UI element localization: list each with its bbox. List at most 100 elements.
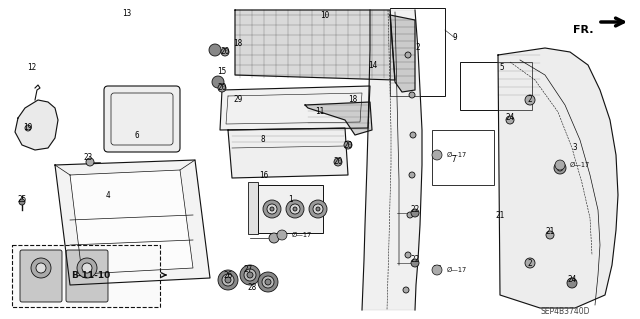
- Circle shape: [82, 263, 92, 273]
- Text: Ø—17: Ø—17: [570, 162, 590, 168]
- Text: 11: 11: [316, 108, 324, 116]
- Text: 14: 14: [369, 61, 378, 70]
- Bar: [12, 245, 160, 307]
- Circle shape: [293, 207, 297, 211]
- Circle shape: [344, 141, 352, 149]
- Circle shape: [25, 125, 31, 131]
- Circle shape: [86, 158, 94, 166]
- Circle shape: [77, 258, 97, 278]
- Text: 24: 24: [506, 114, 515, 122]
- Text: FR.: FR.: [573, 25, 593, 35]
- Polygon shape: [70, 170, 193, 274]
- Circle shape: [221, 48, 229, 56]
- Circle shape: [262, 276, 274, 288]
- Text: 12: 12: [28, 63, 36, 72]
- Text: 17: 17: [556, 160, 564, 169]
- Text: 24: 24: [568, 276, 577, 285]
- Circle shape: [258, 272, 278, 292]
- Text: 21: 21: [545, 227, 555, 236]
- Text: SEP4B3740D: SEP4B3740D: [540, 307, 589, 315]
- Text: 17: 17: [433, 151, 442, 160]
- Text: 25: 25: [17, 196, 27, 204]
- FancyBboxPatch shape: [20, 250, 62, 302]
- Text: 17: 17: [433, 265, 442, 275]
- Circle shape: [270, 207, 274, 211]
- Circle shape: [405, 52, 411, 58]
- Circle shape: [407, 212, 413, 218]
- Circle shape: [218, 84, 226, 92]
- Text: 15: 15: [218, 68, 227, 77]
- Circle shape: [410, 132, 416, 138]
- Text: 1: 1: [288, 196, 292, 204]
- Polygon shape: [498, 48, 618, 308]
- Circle shape: [222, 274, 234, 286]
- Text: 28: 28: [248, 284, 257, 293]
- FancyBboxPatch shape: [66, 250, 108, 302]
- Circle shape: [403, 287, 409, 293]
- Circle shape: [409, 172, 415, 178]
- Text: 23: 23: [83, 153, 93, 162]
- Circle shape: [432, 150, 442, 160]
- Text: 9: 9: [452, 33, 458, 42]
- Circle shape: [546, 231, 554, 239]
- Bar: [390, 8, 445, 96]
- Text: 3: 3: [573, 144, 577, 152]
- Circle shape: [277, 230, 287, 240]
- Circle shape: [554, 162, 566, 174]
- Polygon shape: [228, 128, 348, 178]
- Circle shape: [19, 199, 25, 205]
- Circle shape: [432, 265, 442, 275]
- Circle shape: [506, 116, 514, 124]
- Bar: [258, 185, 323, 233]
- Text: 20: 20: [344, 140, 353, 150]
- FancyBboxPatch shape: [104, 86, 180, 152]
- Text: 26: 26: [223, 271, 232, 279]
- Text: 16: 16: [259, 170, 269, 180]
- Circle shape: [218, 270, 238, 290]
- Text: 7: 7: [452, 155, 456, 165]
- Text: 21: 21: [495, 211, 504, 219]
- Text: 27: 27: [243, 265, 253, 275]
- Circle shape: [411, 259, 419, 267]
- Text: 13: 13: [122, 10, 132, 19]
- Bar: [460, 62, 532, 110]
- Circle shape: [286, 200, 304, 218]
- Circle shape: [265, 279, 271, 285]
- Circle shape: [555, 160, 565, 170]
- Text: 6: 6: [134, 130, 140, 139]
- Text: 17: 17: [277, 231, 287, 240]
- Text: 2: 2: [528, 258, 532, 268]
- Polygon shape: [390, 15, 415, 92]
- Text: 4: 4: [106, 190, 110, 199]
- Circle shape: [240, 265, 260, 285]
- Polygon shape: [15, 100, 58, 150]
- Text: 19: 19: [24, 123, 33, 132]
- Bar: [432, 130, 494, 185]
- Circle shape: [212, 76, 224, 88]
- Circle shape: [290, 204, 300, 214]
- Circle shape: [409, 92, 415, 98]
- Text: 2: 2: [416, 42, 420, 51]
- Text: 20: 20: [220, 48, 230, 56]
- Circle shape: [267, 204, 277, 214]
- Text: 20: 20: [218, 84, 227, 93]
- Circle shape: [31, 258, 51, 278]
- Polygon shape: [55, 160, 210, 285]
- Text: Ø—17: Ø—17: [447, 267, 467, 273]
- Text: 8: 8: [260, 136, 266, 145]
- Bar: [248, 182, 258, 234]
- Circle shape: [225, 277, 231, 283]
- Circle shape: [269, 233, 279, 243]
- Circle shape: [244, 269, 256, 281]
- Text: Ø—17: Ø—17: [447, 152, 467, 158]
- Circle shape: [209, 44, 221, 56]
- Polygon shape: [362, 10, 422, 310]
- Circle shape: [525, 258, 535, 268]
- Circle shape: [525, 95, 535, 105]
- Polygon shape: [235, 10, 395, 80]
- Text: 22: 22: [410, 256, 420, 264]
- Circle shape: [567, 278, 577, 288]
- Circle shape: [411, 209, 419, 217]
- Circle shape: [36, 263, 46, 273]
- Circle shape: [309, 200, 327, 218]
